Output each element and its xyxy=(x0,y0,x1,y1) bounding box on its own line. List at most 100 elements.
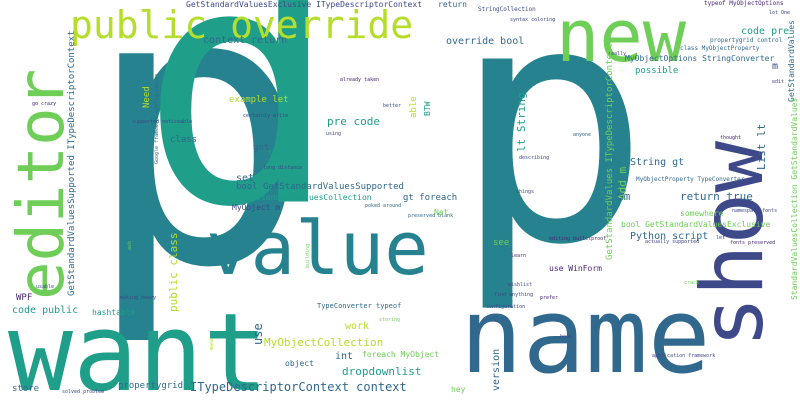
cloud-word: GetStandardValuesSupported ITypeDescript… xyxy=(67,30,77,296)
cloud-word: crack xyxy=(684,280,700,286)
cloud-word: return true xyxy=(680,190,753,203)
cloud-word: MyObjectCollection xyxy=(264,336,384,349)
cloud-word: new xyxy=(556,0,687,78)
cloud-word: WPF xyxy=(16,293,33,303)
cloud-word: try use xyxy=(268,150,294,157)
cloud-word: Add m xyxy=(616,166,629,200)
cloud-word: Need xyxy=(142,86,152,108)
cloud-word: code pre xyxy=(741,26,790,37)
cloud-word: use WinForm xyxy=(549,264,602,273)
cloud-word: GetStandardValues ITypeDescriptorContext xyxy=(605,43,615,260)
cloud-word: StandardValuesCollection GetStandardValu… xyxy=(790,97,799,300)
cloud-word: mm xyxy=(617,190,631,203)
cloud-word: BTW xyxy=(423,101,432,116)
cloud-word: let xyxy=(716,235,726,241)
cloud-word: namespace fonts xyxy=(732,208,778,214)
cloud-word: hook xyxy=(560,334,573,340)
cloud-word: code public xyxy=(12,305,79,316)
cloud-word: find anything xyxy=(494,292,534,298)
cloud-word: MyObjectOptions StringConverter xyxy=(625,54,775,63)
cloud-word: override bool xyxy=(446,36,525,47)
cloud-word: bool GetStandardValuesSupported xyxy=(236,182,404,192)
cloud-word: actually supported xyxy=(645,239,700,245)
cloud-word: List lt xyxy=(755,123,768,170)
cloud-word: hashtable xyxy=(92,308,136,317)
cloud-word: String gt xyxy=(630,157,685,168)
cloud-word: edit xyxy=(772,79,785,85)
cloud-word: possible xyxy=(635,66,679,76)
cloud-word: solved problem xyxy=(62,389,105,395)
cloud-word: work xyxy=(345,321,370,332)
cloud-word: value xyxy=(206,206,429,292)
cloud-word: name xyxy=(460,275,711,397)
cloud-word: see xyxy=(493,238,510,248)
cloud-word: public class xyxy=(167,232,180,312)
cloud-word: propertygrid xyxy=(118,381,184,391)
cloud-word: long distance xyxy=(263,165,303,171)
cloud-word: class MyObjectProperty xyxy=(680,45,760,52)
cloud-word: ITypeDescriptorContext context xyxy=(190,380,407,394)
cloud-word: supported noticeable xyxy=(132,119,193,125)
cloud-word: better xyxy=(383,103,402,109)
cloud-word: certainly write xyxy=(243,113,289,119)
cloud-word: preserved blank xyxy=(408,213,454,219)
cloud-word: foreach MyObject xyxy=(362,350,440,359)
cloud-word: poked around xyxy=(365,203,402,209)
cloud-word: version xyxy=(491,348,502,391)
cloud-word: application framework xyxy=(652,353,716,359)
cloud-word: lot One xyxy=(769,10,791,16)
cloud-word: editing bulletproof xyxy=(549,236,607,242)
cloud-word: building xyxy=(305,243,311,268)
cloud-word: public override xyxy=(70,3,414,47)
cloud-word: GetStandardValues xyxy=(787,20,796,102)
cloud-word: able xyxy=(409,96,419,118)
cloud-word: MyObjectProperty TypeConverter xyxy=(636,176,745,183)
cloud-word: syntax coloring xyxy=(510,17,556,23)
cloud-word: StandardValuesCollection xyxy=(256,193,372,202)
cloud-word: things xyxy=(516,189,535,195)
cloud-word: context return xyxy=(203,35,288,46)
cloud-word: class xyxy=(170,135,198,145)
cloud-word: p xyxy=(84,0,313,351)
cloud-word: int xyxy=(335,351,354,362)
cloud-word: prefer xyxy=(540,295,559,301)
cloud-word: example let xyxy=(229,95,289,105)
cloud-word: go crazy xyxy=(32,101,57,107)
cloud-word: anyone xyxy=(573,132,592,138)
cloud-word: somewhere xyxy=(680,209,724,218)
cloud-word: dropdownlist xyxy=(342,365,422,378)
cloud-word: make xyxy=(209,337,215,350)
cloud-word: lt String xyxy=(515,92,528,152)
cloud-word: object xyxy=(285,359,314,368)
cloud-word: wishlist xyxy=(508,282,533,288)
cloud-word: Python script xyxy=(630,231,709,242)
cloud-word: hey xyxy=(451,385,466,394)
cloud-word: got xyxy=(253,143,270,153)
cloud-word: return xyxy=(438,0,467,9)
cloud-word: fonts preserved xyxy=(730,240,776,246)
cloud-word: m xyxy=(772,61,779,72)
cloud-word: storing xyxy=(379,317,401,323)
cloud-word: pre code xyxy=(327,115,380,128)
cloud-word: StringCollection xyxy=(478,6,536,13)
cloud-word: store xyxy=(12,384,40,394)
cloud-word: already taken xyxy=(340,77,380,83)
cloud-word: learn xyxy=(511,253,527,259)
cloud-word: p xyxy=(452,0,651,317)
cloud-word: set xyxy=(236,173,255,184)
cloud-word: typeof MyObjectOptions xyxy=(704,0,784,7)
cloud-word: GetStandardValuesExclusive ITypeDescript… xyxy=(186,0,423,9)
cloud-word: really xyxy=(608,51,627,57)
cloud-word: Google framework configuration xyxy=(154,73,160,164)
cloud-word: use xyxy=(251,323,265,345)
cloud-word: Net xyxy=(434,208,449,217)
cloud-word: usable xyxy=(36,284,55,290)
cloud-word: gt foreach xyxy=(403,193,458,203)
cloud-word: propertygrid control xyxy=(710,37,783,44)
cloud-word: using xyxy=(326,131,342,137)
cloud-word: want xyxy=(8,291,269,400)
cloud-word: thought xyxy=(720,135,742,141)
cloud-word: MyObject m xyxy=(232,203,281,212)
cloud-word: describing xyxy=(519,155,550,161)
